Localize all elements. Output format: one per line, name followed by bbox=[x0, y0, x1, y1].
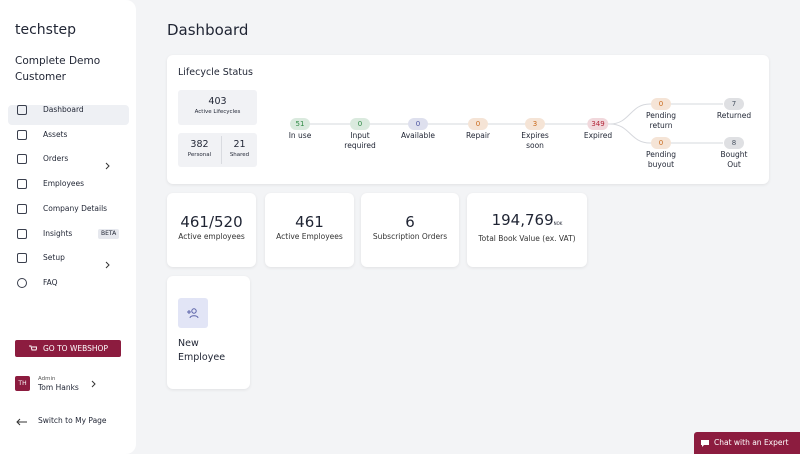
nav-item[interactable]: Insights bbox=[43, 228, 73, 238]
nav-item[interactable]: Assets bbox=[43, 129, 68, 139]
webshop-button[interactable]: GO TO WEBSHOP bbox=[15, 340, 121, 357]
chat-label: Chat with an Expert bbox=[714, 438, 789, 447]
switch-link[interactable]: Switch to My Page bbox=[38, 416, 107, 425]
split-label: Personal bbox=[187, 152, 212, 158]
stage-count: 51 bbox=[290, 118, 310, 130]
stat-card bbox=[467, 193, 587, 267]
stage-label: Available bbox=[401, 131, 435, 140]
stat-value: 461/520 bbox=[167, 213, 256, 231]
new-employee-label: New Employee bbox=[178, 338, 226, 363]
split-box bbox=[178, 133, 257, 167]
stat-card bbox=[361, 193, 459, 267]
add-employee-icon bbox=[178, 298, 208, 328]
stat-number: 461 bbox=[295, 213, 324, 231]
nav-active-bg bbox=[8, 105, 129, 125]
nav-icon bbox=[17, 253, 27, 264]
stage-label: Expired bbox=[583, 131, 613, 140]
chevron bbox=[105, 163, 110, 170]
nav-chevron bbox=[105, 254, 111, 269]
stage-label: Returned bbox=[716, 111, 752, 120]
chat-icon bbox=[701, 440, 709, 447]
stage-count: 0 bbox=[408, 118, 428, 130]
chat-button[interactable]: Chat with an Expert bbox=[694, 432, 800, 454]
page-title: Dashboard bbox=[167, 21, 249, 39]
stat-unit: NOK bbox=[553, 221, 563, 226]
nav-icon bbox=[17, 228, 27, 239]
nav-icon bbox=[17, 154, 27, 165]
nav-icon bbox=[17, 129, 27, 140]
cart-icon bbox=[29, 345, 37, 350]
new-employee-card[interactable] bbox=[167, 276, 250, 389]
stat-number: 461/520 bbox=[180, 213, 243, 231]
nav-icon bbox=[17, 203, 27, 214]
stage-label: Pending return bbox=[646, 111, 676, 130]
nav-item[interactable]: Company Details bbox=[43, 203, 108, 213]
stage-count: 0 bbox=[651, 137, 671, 149]
stat-card bbox=[167, 193, 256, 267]
avatar[interactable]: TH bbox=[15, 376, 30, 391]
nav-icon bbox=[17, 179, 27, 190]
stage-label: In use bbox=[288, 131, 312, 140]
nav-item[interactable]: Employees bbox=[43, 179, 85, 189]
stat-number: 194,769 bbox=[491, 211, 554, 229]
stage-label: Bought Out bbox=[720, 150, 748, 169]
nav-icon bbox=[17, 277, 27, 288]
stage-label: Repair bbox=[465, 131, 490, 140]
split-divider bbox=[221, 136, 222, 164]
stage-label: Expires soon bbox=[521, 131, 549, 150]
stat-number: 6 bbox=[405, 213, 415, 231]
stat-value: 194,769NOK bbox=[467, 211, 587, 229]
stage-count: 0 bbox=[651, 98, 671, 110]
stat-value: 6 bbox=[361, 213, 459, 231]
stat-label: Total Book Value (ex. VAT) bbox=[478, 234, 576, 243]
customer-name: Complete Demo Customer bbox=[15, 55, 101, 83]
webshop-label: GO TO WEBSHOP bbox=[43, 344, 108, 353]
user-name: Tom Hanks bbox=[38, 383, 79, 392]
stage-count: 3 bbox=[525, 118, 545, 130]
split-value: 382 bbox=[190, 139, 209, 150]
back-arrow bbox=[16, 418, 27, 426]
stat-value: 461 bbox=[265, 213, 354, 231]
split-label: Shared bbox=[229, 152, 250, 158]
branch-line bbox=[609, 103, 723, 125]
stage-label: Pending buyout bbox=[646, 150, 676, 169]
brand-logo: techstep bbox=[15, 22, 76, 38]
stage-count: 349 bbox=[587, 118, 609, 130]
nav-chevron bbox=[105, 155, 111, 170]
nav-icon bbox=[17, 105, 27, 115]
lifecycle-card bbox=[167, 55, 769, 184]
nav-badge: BETA bbox=[98, 228, 120, 239]
stat-card bbox=[265, 193, 354, 267]
stage-label: Input required bbox=[344, 131, 376, 150]
total-value: 403 bbox=[208, 96, 227, 107]
user-role: Admin bbox=[38, 376, 56, 382]
total-box bbox=[178, 90, 257, 125]
nav-item[interactable]: Setup bbox=[43, 253, 65, 263]
person-plus bbox=[187, 308, 199, 318]
nav-item[interactable]: FAQ bbox=[43, 277, 58, 287]
stat-label: Active employees bbox=[178, 232, 245, 241]
stat-label: Active Employees bbox=[276, 232, 343, 241]
stage-count: 7 bbox=[724, 98, 744, 110]
nav-item[interactable]: Dashboard bbox=[43, 105, 84, 114]
branch-line bbox=[609, 123, 723, 144]
lifecycle-title: Lifecycle Status bbox=[178, 67, 253, 78]
stat-label: Subscription Orders bbox=[372, 232, 448, 241]
split-value: 21 bbox=[233, 139, 246, 150]
stage-count: 0 bbox=[350, 118, 370, 130]
nav-item[interactable]: Orders bbox=[43, 154, 69, 164]
chevron bbox=[105, 261, 110, 269]
total-label: Active Lifecycles bbox=[194, 109, 241, 115]
user-chevron bbox=[91, 380, 96, 388]
stage-count: 8 bbox=[724, 137, 744, 149]
stage-count: 0 bbox=[468, 118, 488, 130]
